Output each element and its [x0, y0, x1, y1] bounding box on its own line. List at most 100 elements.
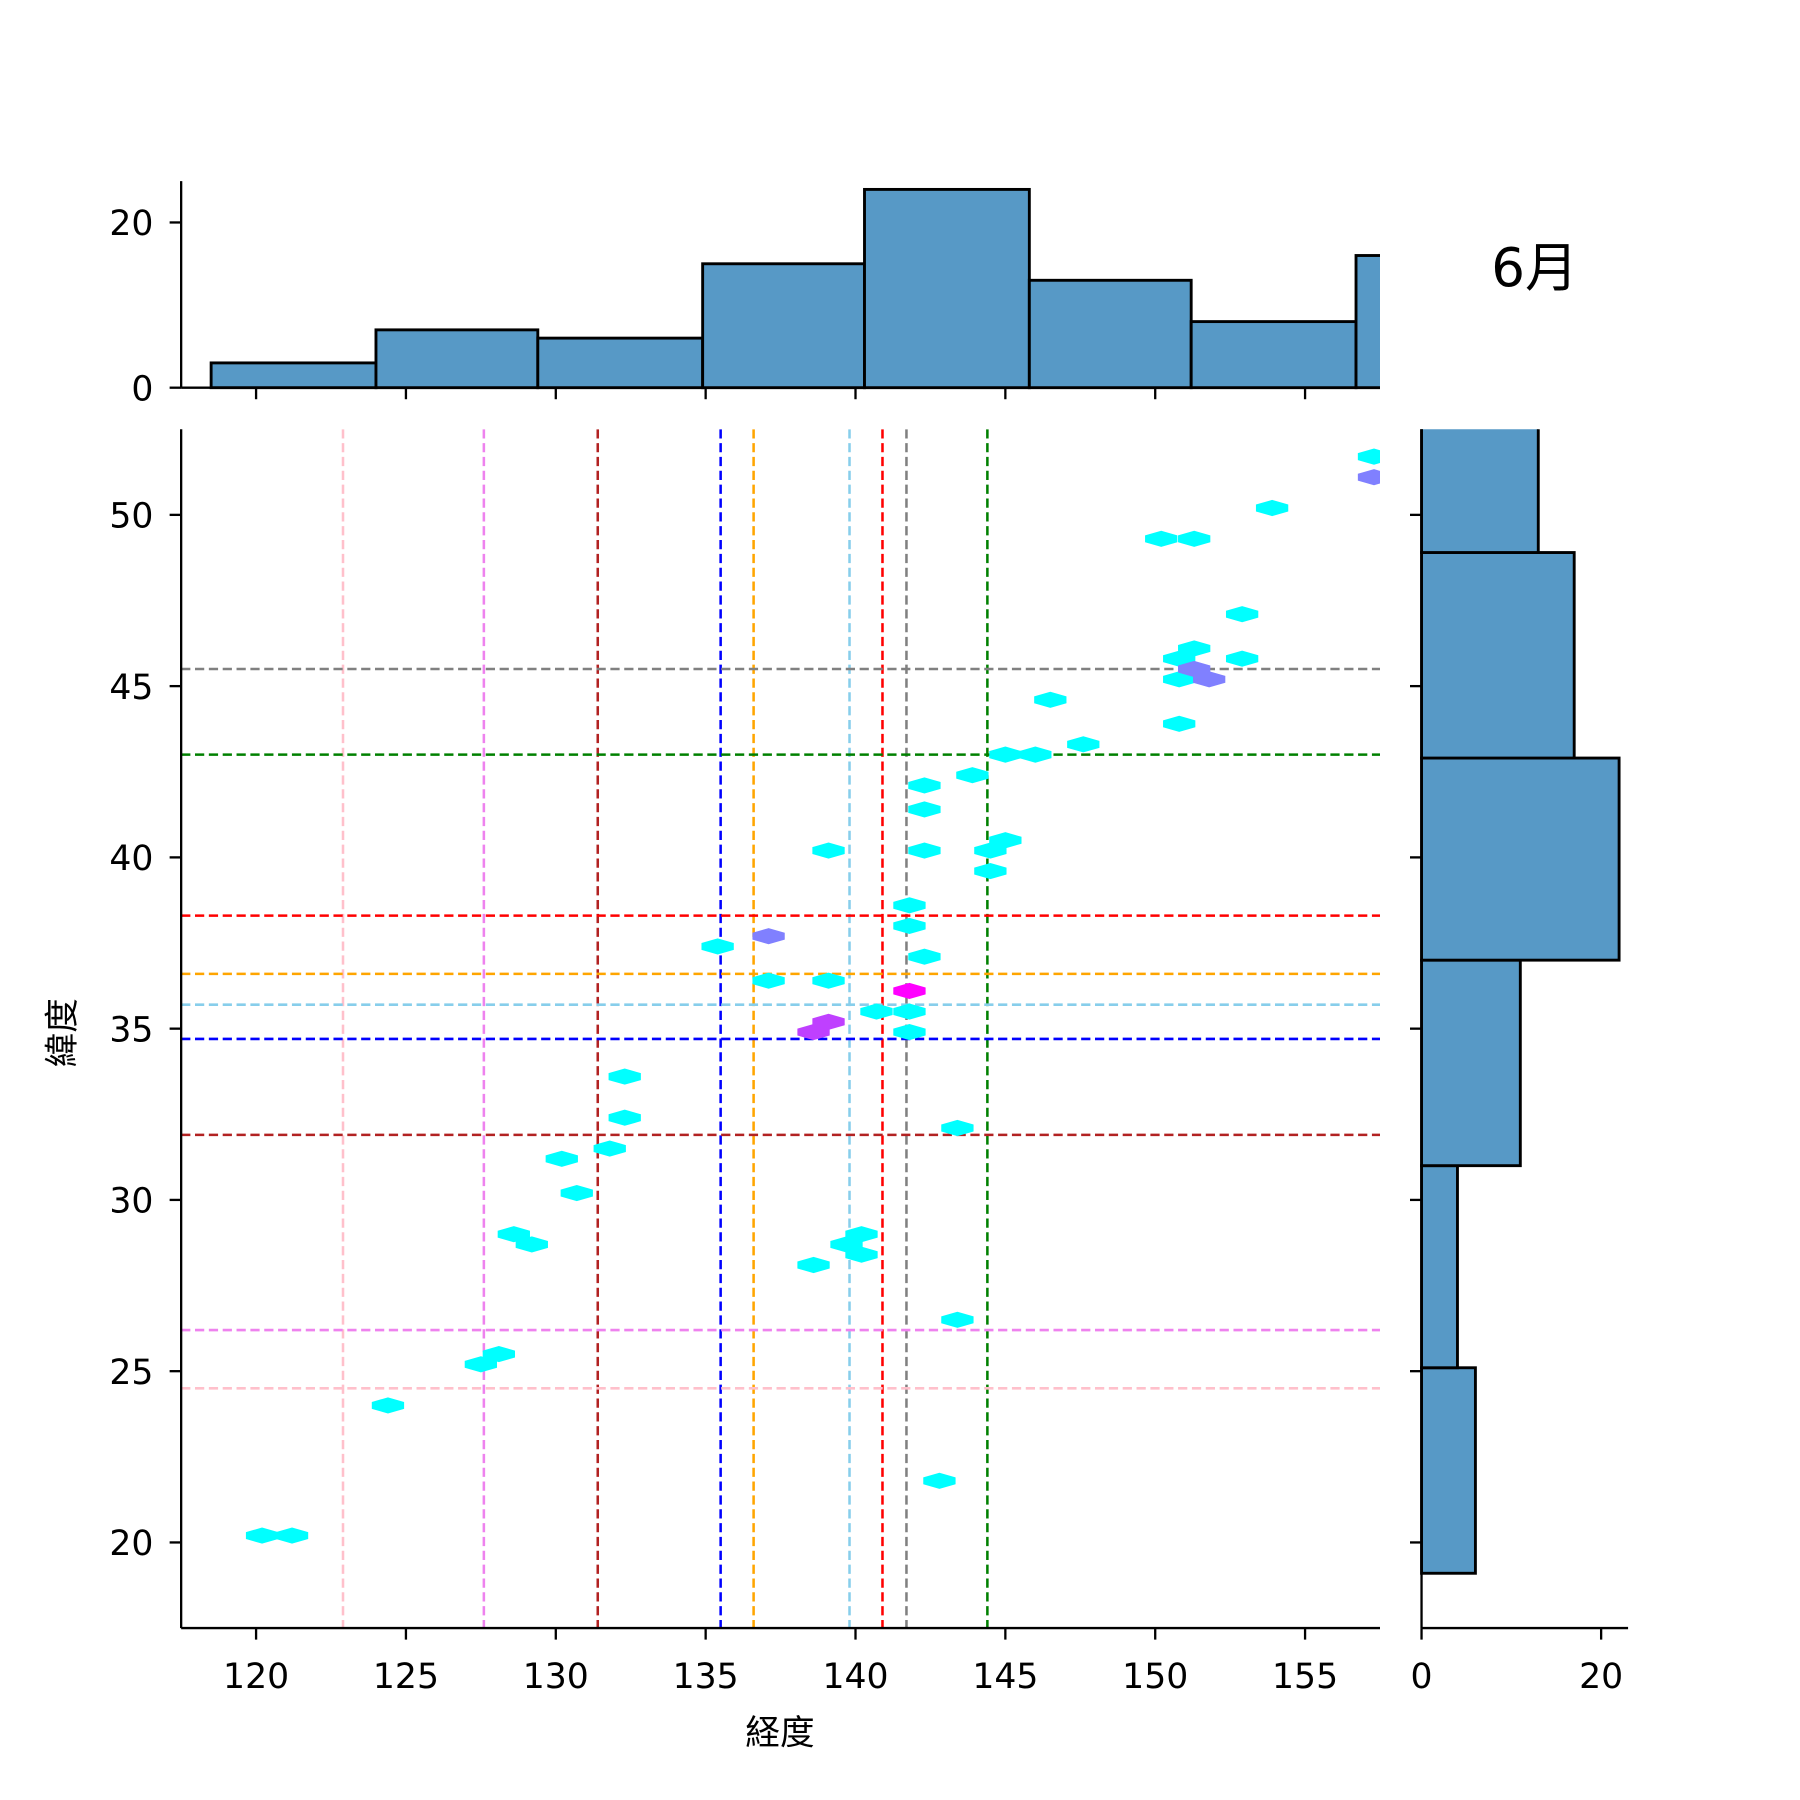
- histogram-bar: [1420, 756, 1621, 962]
- histogram-bar: [1027, 278, 1193, 390]
- hexbin-cell: [974, 863, 1007, 880]
- hexbin-cell: [908, 948, 941, 965]
- hexbin-cell: [812, 1013, 845, 1030]
- x-tick-label: 150: [1122, 1657, 1188, 1697]
- hexbin-cell: [797, 1256, 830, 1274]
- right-histogram: 0 20: [1411, 429, 1629, 1697]
- y-tick-label: 40: [109, 839, 153, 879]
- hexbin-cell: [923, 1472, 956, 1489]
- histogram-bar: [1420, 429, 1540, 554]
- top-histogram: 0 20: [109, 181, 1380, 409]
- x-tick-label: 145: [972, 1657, 1038, 1697]
- hexbin-cell: [1357, 448, 1380, 465]
- hexbin-cell: [956, 767, 989, 784]
- histogram-bar: [701, 262, 866, 390]
- hexbin-cell: [1163, 650, 1196, 667]
- hexbin-cell: [1178, 530, 1211, 547]
- hexbin-cell: [989, 746, 1022, 763]
- hexbin-cell: [497, 1226, 530, 1243]
- hexbin-cell: [893, 917, 926, 934]
- top-hist-y-tick-label: 0: [131, 369, 153, 409]
- hexbin-cell: [893, 1003, 926, 1020]
- y-tick-label: 50: [109, 497, 153, 537]
- main-plot: 120 125 130 135 140 145 150 155 20 25 30 35 40 45 50: [109, 387, 1422, 1697]
- right-hist-x-tick-label: 20: [1579, 1657, 1623, 1697]
- y-tick-label: 20: [109, 1524, 153, 1564]
- hexbin-cell: [908, 842, 941, 859]
- x-tick-label: 130: [523, 1657, 589, 1697]
- hexbin-cell: [593, 1140, 626, 1157]
- hexbin-cell: [893, 982, 926, 1000]
- hexbin-cell: [797, 1024, 830, 1041]
- histogram-bar: [209, 361, 378, 390]
- y-axis-label: 緯度: [43, 998, 83, 1067]
- hexbin-cell: [941, 1311, 974, 1328]
- hexbin-cell: [1034, 691, 1067, 708]
- hexbin-cell: [1225, 650, 1259, 667]
- hexbin-cell: [1067, 736, 1100, 753]
- x-tick-label: 125: [373, 1657, 439, 1697]
- hexbin-cell: [560, 1184, 593, 1202]
- right-hist-x-tick-label: 0: [1411, 1657, 1433, 1697]
- x-tick-label: 155: [1272, 1657, 1338, 1697]
- hexbin-cell: [1145, 530, 1178, 547]
- y-tick-label: 35: [109, 1010, 153, 1050]
- hexbin-cell: [482, 1345, 516, 1363]
- histogram-bar: [1189, 320, 1358, 390]
- hexbin-cell: [1163, 715, 1196, 732]
- hexbin-cell: [989, 832, 1022, 849]
- hexbin-cell: [893, 897, 926, 914]
- y-tick-label: 45: [109, 668, 153, 708]
- hexbin-cell: [845, 1226, 878, 1243]
- x-axis-label: 経度: [745, 1714, 814, 1754]
- hexbin-cell: [464, 1356, 498, 1373]
- x-tick-label: 140: [822, 1657, 888, 1697]
- histogram-bar: [374, 328, 540, 390]
- hexbin-cell: [908, 777, 941, 794]
- hexbin-cell: [1178, 640, 1211, 657]
- top-hist-y-tick-label: 20: [109, 204, 153, 244]
- hexbin-cell: [830, 1236, 863, 1253]
- hexbin-cell: [752, 928, 785, 945]
- hexbin-cell: [908, 801, 941, 818]
- hexbin-cell: [371, 1397, 405, 1414]
- histogram-bar: [1354, 254, 1380, 390]
- hexbin-cell: [608, 1068, 641, 1085]
- y-tick-label: 30: [109, 1182, 153, 1222]
- hexbin-cell: [1255, 499, 1289, 517]
- x-tick-label: 120: [223, 1657, 289, 1697]
- hexbin-cell: [893, 1024, 926, 1041]
- hexbin-cell: [515, 1236, 548, 1253]
- hexbin-cell: [974, 842, 1007, 859]
- hexbin-cell: [701, 938, 734, 955]
- hexbin-cell: [812, 842, 845, 859]
- x-tick-label: 135: [673, 1657, 739, 1697]
- hexbin-cell: [860, 1003, 893, 1020]
- hexbin-cell: [1357, 469, 1380, 486]
- hexbin-cell: [812, 972, 845, 989]
- hexbin-cell: [1193, 671, 1226, 688]
- histogram-bar: [1420, 958, 1522, 1168]
- hexbin-cell: [1225, 606, 1259, 623]
- hexbin-cell: [1019, 746, 1052, 763]
- hexbin-cell: [1178, 660, 1211, 678]
- hexbin-cell: [1163, 671, 1196, 688]
- hexbin-cell: [845, 1246, 878, 1263]
- chart-title: 6月: [1491, 237, 1578, 299]
- hexbin-cell: [275, 1527, 309, 1544]
- y-tick-label: 25: [109, 1353, 153, 1393]
- top-hist-bars: [209, 187, 1380, 390]
- hexbin-cell: [545, 1150, 578, 1167]
- histogram-bar: [863, 187, 1031, 390]
- plot-area: [181, 429, 1380, 1629]
- histogram-bar: [1420, 1366, 1477, 1575]
- hexbin-cell: [752, 972, 785, 989]
- hexbin-cell: [608, 1109, 641, 1126]
- histogram-bar: [1420, 1164, 1459, 1370]
- histogram-bar: [1420, 551, 1576, 760]
- hexbin-cell: [245, 1527, 279, 1544]
- histogram-bar: [536, 336, 705, 390]
- hexbin-cell: [941, 1119, 974, 1137]
- right-hist-bars: [1420, 429, 1621, 1575]
